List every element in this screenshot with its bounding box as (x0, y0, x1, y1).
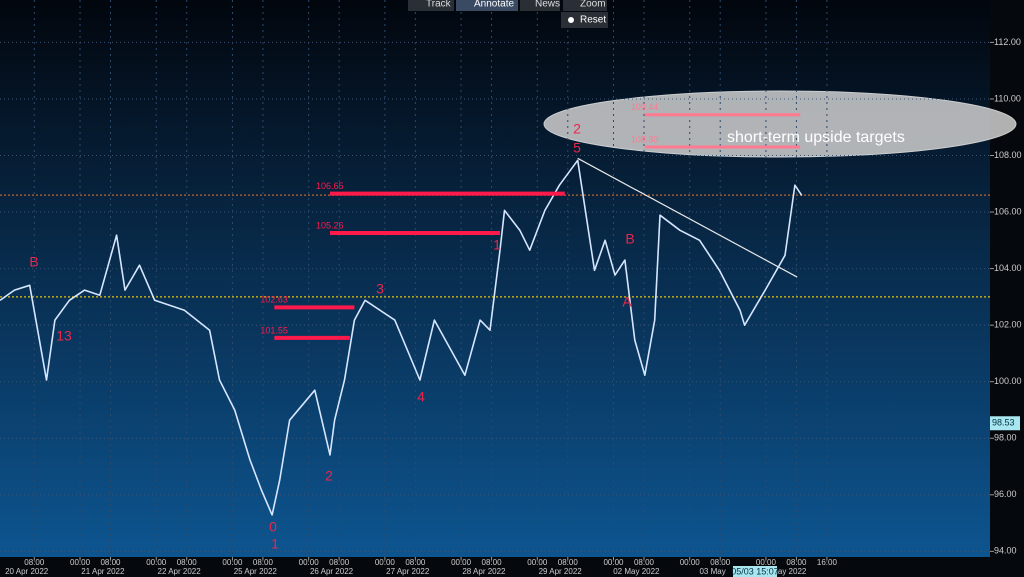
toolbar-button[interactable] (561, 12, 608, 28)
x-tick-label: 08:00 (482, 558, 503, 567)
x-tick-label: 08:00 (253, 558, 274, 567)
x-tick-label: 08:00 (24, 558, 45, 567)
reset-icon (568, 17, 574, 23)
x-tick-label: 08:00 (177, 558, 198, 567)
wave-label: A (622, 294, 632, 310)
x-tick-label: 00:00 (756, 558, 777, 567)
toolbar-button[interactable] (563, 0, 607, 11)
toolbar-button[interactable] (520, 0, 560, 11)
y-tick-label: 96.00 (994, 489, 1017, 499)
x-tick-label: 08:00 (634, 558, 655, 567)
y-tick-label: 98.00 (994, 433, 1017, 443)
y-tick-label: 104.00 (994, 263, 1022, 273)
level-label: 108.30 (631, 134, 659, 144)
x-tick-label: 08:00 (329, 558, 350, 567)
last-price-tag (990, 416, 1020, 431)
toolbar: Track Annotate News Zoom Reset (408, 0, 608, 28)
wave-label: 4 (417, 389, 425, 405)
price-line (0, 159, 803, 516)
x-tick-label: 00:00 (451, 558, 472, 567)
x-tick-label: 08:00 (558, 558, 579, 567)
wave-label: 1 (493, 237, 501, 253)
x-tick-label: 00:00 (375, 558, 396, 567)
x-tick-label: 00:00 (146, 558, 167, 567)
plot-background (0, 0, 990, 557)
y-tick-label: 108.00 (994, 150, 1022, 160)
x-category-label: 26 Apr 2022 (310, 567, 354, 576)
x-category-label: 28 Apr 2022 (462, 567, 506, 576)
x-category-label: 25 Apr 2022 (234, 567, 278, 576)
wave-label: 2 (573, 121, 581, 137)
wave-label: 2 (325, 468, 333, 484)
annotation: short-term upside targets (727, 129, 905, 146)
y-tick-label: 106.00 (994, 206, 1022, 216)
wave-label: B (29, 254, 38, 270)
target-ellipse (543, 90, 1017, 158)
wave-label: 1 (271, 536, 279, 552)
x-tick-label: 00:00 (222, 558, 243, 567)
toolbar-label: News (535, 0, 560, 10)
x-category-label: 03 May (699, 567, 725, 576)
y-tick-label: 110.00 (994, 93, 1021, 103)
cursor-label: 05/03 15:07 (731, 566, 779, 576)
x-category-label: 29 Apr 2022 (539, 567, 583, 576)
toolbar-label: Reset (580, 15, 606, 26)
toolbar-button[interactable] (408, 0, 454, 11)
x-category-label: 21 Apr 2022 (81, 567, 125, 576)
x-tick-label: 00:00 (527, 558, 548, 567)
x-category-label: 27 Apr 2022 (386, 567, 430, 576)
x-category-label: 02 May 2022 (613, 567, 660, 576)
wave-label: 5 (573, 140, 581, 156)
level-label: 101.55 (260, 325, 288, 335)
y-tick-label: 102.00 (994, 320, 1022, 330)
x-tick-label: 00:00 (299, 558, 320, 567)
x-category-label: 20 Apr 2022 (5, 567, 49, 576)
x-tick-label: 08:00 (786, 558, 807, 567)
trendline (577, 157, 798, 278)
x-tick-label: 00:00 (70, 558, 91, 567)
x-tick-label: 08:00 (405, 558, 426, 567)
toolbar-label: Annotate (474, 0, 514, 10)
y-tick-label: 94.00 (994, 546, 1017, 556)
level-label: 109.44 (631, 102, 659, 112)
y-tick-label: 100.00 (994, 376, 1022, 386)
level-label: 102.63 (260, 295, 288, 305)
level-label: 106.65 (316, 181, 344, 191)
toolbar-label: Zoom (580, 0, 606, 10)
wave-label: 13 (56, 328, 72, 344)
level-label: 105.26 (316, 220, 344, 230)
axis-background (990, 0, 1024, 577)
x-category-label: May 2022 (771, 567, 807, 576)
wave-label: B (625, 231, 634, 247)
x-tick-label: 08:00 (710, 558, 731, 567)
x-category-label: 22 Apr 2022 (158, 567, 202, 576)
y-tick-label: 112.00 (994, 37, 1021, 47)
toolbar-button[interactable] (456, 0, 518, 11)
x-tick-label: 00:00 (680, 558, 701, 567)
last-price-label: 98.53 (992, 418, 1015, 428)
x-tick-label: 08:00 (100, 558, 121, 567)
x-tick-label: 00:00 (603, 558, 624, 567)
x-tick-label: 16:00 (817, 558, 838, 567)
wave-label: 3 (376, 281, 384, 297)
toolbar-label: Track (426, 0, 452, 10)
wave-label: 0 (269, 519, 277, 535)
cursor-box (733, 566, 777, 577)
